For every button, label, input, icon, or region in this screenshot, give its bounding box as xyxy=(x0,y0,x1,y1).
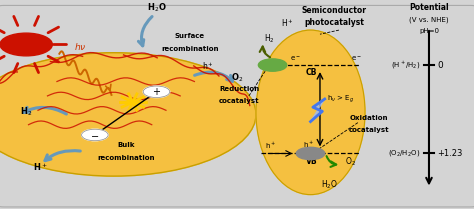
Text: CB: CB xyxy=(306,68,317,77)
Circle shape xyxy=(82,129,108,141)
Circle shape xyxy=(296,147,325,160)
Circle shape xyxy=(258,59,287,71)
Text: $-$: $-$ xyxy=(91,130,100,140)
Text: cocatalyst: cocatalyst xyxy=(219,98,260,104)
Text: h$^+$: h$^+$ xyxy=(265,141,277,151)
Circle shape xyxy=(0,53,256,176)
Text: h$_\nu$ > E$_g$: h$_\nu$ > E$_g$ xyxy=(327,94,354,105)
Text: H$_2$O: H$_2$O xyxy=(321,178,338,191)
Text: O$_2$: O$_2$ xyxy=(345,156,356,168)
Text: VB: VB xyxy=(306,157,318,166)
Text: e$^-$: e$^-$ xyxy=(290,54,301,63)
Polygon shape xyxy=(310,99,325,122)
Text: H$^+$: H$^+$ xyxy=(33,161,48,173)
Circle shape xyxy=(143,86,170,98)
Text: (O$_2$/H$_2$O): (O$_2$/H$_2$O) xyxy=(388,148,420,158)
Text: h$^+$: h$^+$ xyxy=(303,140,315,150)
FancyBboxPatch shape xyxy=(0,5,474,207)
Text: Bulk: Bulk xyxy=(117,142,135,148)
Text: O$_2$: O$_2$ xyxy=(231,71,243,84)
Text: +1.23: +1.23 xyxy=(438,149,463,158)
Text: pH=0: pH=0 xyxy=(419,28,439,34)
Text: (V vs. NHE): (V vs. NHE) xyxy=(409,17,449,23)
Text: +: + xyxy=(153,87,161,97)
Text: photocatalyst: photocatalyst xyxy=(304,18,364,27)
Circle shape xyxy=(0,33,52,56)
Text: cocatalyst: cocatalyst xyxy=(348,127,389,133)
Text: Surface: Surface xyxy=(174,33,205,39)
Text: Oxidation: Oxidation xyxy=(349,115,388,121)
Text: e$^-$: e$^-$ xyxy=(351,54,362,63)
Text: H$_2$O: H$_2$O xyxy=(146,1,166,14)
Text: recombination: recombination xyxy=(97,155,155,161)
Text: H$_2$: H$_2$ xyxy=(20,105,32,118)
Text: H$_2$: H$_2$ xyxy=(264,32,274,45)
Text: Reduction: Reduction xyxy=(219,86,259,92)
Text: h$^+$: h$^+$ xyxy=(202,60,214,72)
Text: recombination: recombination xyxy=(161,46,219,52)
Text: Potential: Potential xyxy=(409,3,449,11)
Text: H$^+$: H$^+$ xyxy=(281,17,294,29)
Text: $h\nu$: $h\nu$ xyxy=(73,41,86,52)
Text: (H$^+$/H$_2$): (H$^+$/H$_2$) xyxy=(391,59,420,71)
Text: 0: 0 xyxy=(438,61,443,70)
Text: Semiconductor: Semiconductor xyxy=(301,6,367,15)
Ellipse shape xyxy=(256,30,365,195)
